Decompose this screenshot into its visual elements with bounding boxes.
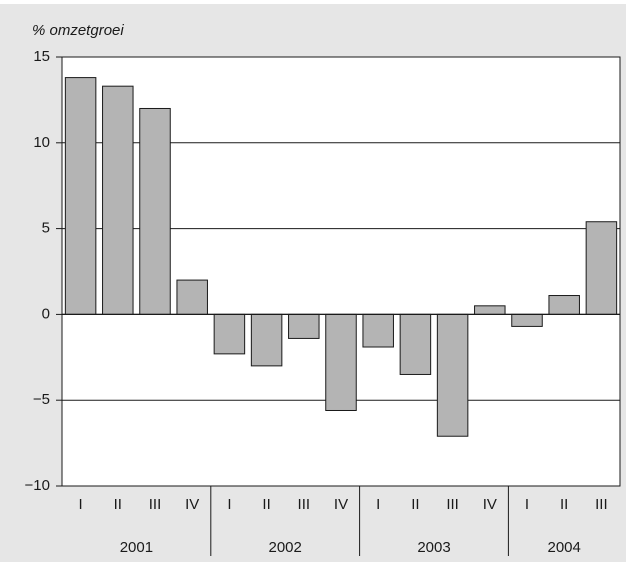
bar (288, 313, 320, 339)
bar (250, 313, 283, 367)
y-tick-label: 15 (33, 48, 50, 65)
plot-frame (61, 56, 621, 487)
bar (139, 107, 171, 315)
x-tick-label: I (79, 496, 83, 513)
group-label: 2003 (417, 539, 450, 556)
x-tick-label: III (298, 496, 311, 513)
x-tick-label: III (595, 496, 608, 513)
y-tick-label: 0 (42, 305, 50, 322)
x-tick-label: I (227, 496, 231, 513)
bar (585, 221, 618, 315)
bar (102, 85, 134, 315)
y-axis-label: % omzetgroei (32, 22, 124, 39)
x-tick-label: II (262, 496, 270, 513)
bar (64, 77, 97, 315)
bar (511, 313, 543, 327)
y-tick-label: 10 (33, 134, 50, 151)
bar (399, 313, 432, 375)
y-tick-label: −5 (33, 391, 50, 408)
x-tick-label: II (411, 496, 419, 513)
y-tick-label: 5 (42, 220, 50, 237)
bar (176, 279, 208, 315)
x-tick-label: II (114, 496, 122, 513)
y-tick-label: −10 (25, 477, 50, 494)
bar (213, 313, 246, 355)
bar (474, 305, 506, 315)
x-tick-label: I (376, 496, 380, 513)
bar (362, 313, 394, 348)
bar (325, 313, 357, 411)
x-tick-label: III (149, 496, 162, 513)
x-tick-label: I (525, 496, 529, 513)
x-tick-label: IV (334, 496, 348, 513)
group-label: 2002 (269, 539, 302, 556)
x-tick-label: III (446, 496, 459, 513)
bar (548, 295, 580, 315)
x-tick-label: II (560, 496, 568, 513)
group-label: 2004 (548, 539, 581, 556)
x-tick-label: IV (185, 496, 199, 513)
x-tick-label: IV (483, 496, 497, 513)
bar (436, 313, 469, 437)
group-label: 2001 (120, 539, 153, 556)
